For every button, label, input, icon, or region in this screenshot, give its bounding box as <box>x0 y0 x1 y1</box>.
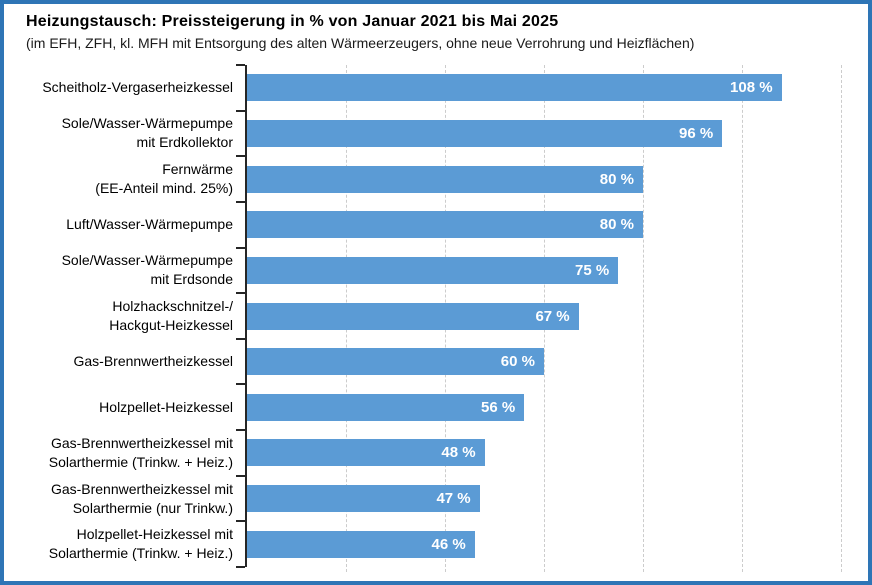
bar-value-label: 48 % <box>441 444 476 462</box>
bar-value-label: 80 % <box>599 170 634 188</box>
bar-value-label: 46 % <box>431 535 466 553</box>
category-label: Sole/Wasser-Wärmepumpe mit Erdsonde <box>61 252 233 288</box>
category-label: Sole/Wasser-Wärmepumpe mit Erdkollektor <box>61 115 233 151</box>
axis-ticks <box>236 64 841 568</box>
bar-value-label: 80 % <box>599 216 634 234</box>
category-label: Gas-Brennwertheizkessel mit Solarthermie… <box>48 434 233 470</box>
category-labels: Scheitholz-Vergaserheizkessel Sole/Wasser… <box>14 65 233 567</box>
category-label: Gas-Brennwertheizkessel <box>73 353 233 370</box>
bars-area: 108 % 96 % 80 % 80 % 75 % 67 % 60 % 56 % 48 % 47 … <box>247 65 841 567</box>
gridline <box>643 65 644 573</box>
bar-value-label: 96 % <box>678 124 714 142</box>
bar-row: 46 % <box>247 521 841 567</box>
bar: 60 % <box>247 348 544 376</box>
gridline <box>841 65 842 573</box>
axis-tick <box>236 474 245 477</box>
axis-tick <box>236 155 245 158</box>
axis-tick <box>236 109 245 112</box>
bar-row: 48 % <box>247 430 841 476</box>
bar: 56 % <box>247 393 525 421</box>
bar-row: 80 % <box>247 202 841 248</box>
bar: 96 % <box>247 119 723 147</box>
bar: 108 % <box>247 74 782 102</box>
bar-row: 80 % <box>247 156 841 202</box>
bar-value-label: 47 % <box>436 490 471 508</box>
bar-value-label: 108 % <box>730 79 773 97</box>
axis-tick <box>236 292 245 295</box>
bar: 75 % <box>247 256 619 284</box>
axis-tick <box>236 520 245 523</box>
bar-value-label: 56 % <box>480 398 516 416</box>
axis-tick <box>236 383 245 386</box>
plot-area: 108 % 96 % 80 % 80 % 75 % 67 % 60 % 56 % 48 % 47 … <box>236 64 842 573</box>
category-label: Holzpellet-Heizkessel mit Solarthermie (… <box>48 526 233 562</box>
category-label: Gas-Brennwertheizkessel mit Solarthermie… <box>50 480 233 516</box>
axis-tick <box>236 566 245 568</box>
chart-title: Heizungstausch: Preissteigerung in % von… <box>26 13 559 30</box>
axis-tick <box>236 246 245 249</box>
bar: 80 % <box>247 211 643 239</box>
axis-tick <box>236 64 245 66</box>
axis-tick <box>236 429 245 432</box>
bar: 80 % <box>247 165 643 193</box>
bar-value-label: 67 % <box>535 307 570 325</box>
bar: 47 % <box>247 485 480 513</box>
bar-row: 56 % <box>247 384 841 430</box>
chart-subtitle: (im EFH, ZFH, kl. MFH mit Entsorgung des… <box>26 35 695 51</box>
category-label: Scheitholz-Vergaserheizkessel <box>42 79 233 96</box>
bar-row: 75 % <box>247 248 841 294</box>
bar: 46 % <box>247 530 475 558</box>
bar: 67 % <box>247 302 579 330</box>
bar-value-label: 75 % <box>575 261 610 279</box>
axis-tick <box>236 200 245 203</box>
category-label: Holzpellet-Heizkessel <box>99 398 233 415</box>
bar-row: 67 % <box>247 293 841 339</box>
bar-row: 60 % <box>247 339 841 385</box>
axis-tick <box>236 337 245 340</box>
bar-value-label: 60 % <box>500 353 535 371</box>
category-label: Fernwärme (EE-Anteil mind. 25%) <box>95 161 233 197</box>
category-label: Luft/Wasser-Wärmepumpe <box>66 216 233 233</box>
bar-row: 108 % <box>247 65 841 111</box>
bar-row: 96 % <box>247 111 841 157</box>
bar: 48 % <box>247 439 485 467</box>
category-label: Holzhackschnitzel-/ Hackgut-Heizkessel <box>109 298 233 334</box>
gridline <box>742 65 743 573</box>
bar-row: 47 % <box>247 476 841 522</box>
